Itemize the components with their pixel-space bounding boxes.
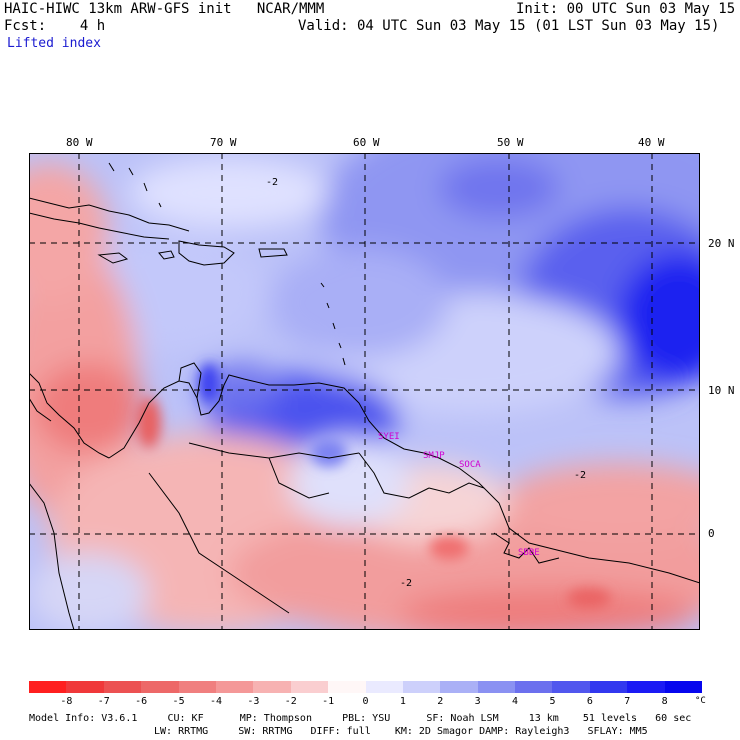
lon-label-40w: 40 W (638, 136, 665, 149)
colorbar-swatch (664, 681, 703, 693)
colorbar-unit: °C (695, 696, 706, 706)
colorbar-swatch (402, 681, 441, 693)
station-label-sbbe: SBBE (518, 548, 540, 558)
lon-label-50w: 50 W (497, 136, 524, 149)
contour-label: -2 (400, 578, 413, 589)
colorbar-swatch (103, 681, 142, 693)
colorbar-swatch (141, 681, 179, 693)
colorbar-swatch (66, 681, 104, 693)
valid-time: Valid: 04 UTC Sun 03 May 15 (01 LST Sun … (298, 18, 720, 34)
colorbar-swatch (552, 681, 590, 693)
contour-label: -2 (574, 470, 587, 481)
lat-label-0: 0 (708, 527, 715, 540)
colorbar-swatch (29, 681, 67, 693)
coastlines (29, 162, 700, 630)
colorbar-swatch (477, 681, 516, 693)
colorbar-swatch (178, 681, 216, 693)
colorbar-swatch (328, 681, 366, 693)
colorbar-tick-label: -8 (60, 696, 73, 707)
colorbar-swatch (627, 681, 665, 693)
colorbar-swatch (365, 681, 403, 693)
colorbar-swatch (215, 681, 254, 693)
lat-label-20n: 20 N (708, 237, 735, 250)
colorbar-swatch (440, 681, 478, 693)
lifted-index-map (29, 153, 700, 630)
lat-lon-grid (29, 153, 700, 630)
colorbar-tick-label: 0 (362, 696, 369, 707)
lon-label-80w: 80 W (66, 136, 93, 149)
colorbar-swatch (290, 681, 329, 693)
colorbar-tick-label: -7 (97, 696, 110, 707)
colorbar-tick-label: -4 (209, 696, 222, 707)
colorbar-tick-label: 1 (399, 696, 406, 707)
init-time: Init: 00 UTC Sun 03 May 15 (516, 1, 736, 17)
colorbar-tick-label: -3 (247, 696, 260, 707)
field-detail (137, 363, 611, 608)
model-title: HAIC-HIWC 13km ARW-GFS init NCAR/MMM (4, 1, 325, 17)
colorbar-tick-label: 7 (624, 696, 631, 707)
model-info-line2: LW: RRTMG SW: RRTMG DIFF: full KM: 2D Sm… (154, 726, 648, 737)
colorbar-tick-label: -6 (135, 696, 148, 707)
field-shading (29, 153, 700, 630)
colorbar-tick-label: -2 (284, 696, 297, 707)
lon-label-70w: 70 W (210, 136, 237, 149)
lon-label-60w: 60 W (353, 136, 380, 149)
map-frame (29, 153, 700, 630)
station-label-syei: SYEI (378, 432, 400, 442)
colorbar-tick-label: 5 (549, 696, 556, 707)
colorbar-tick-label: -5 (172, 696, 185, 707)
colorbar-tick-label: 4 (512, 696, 519, 707)
colorbar-tick-label: 3 (474, 696, 481, 707)
colorbar (29, 681, 703, 693)
colorbar-swatch (589, 681, 628, 693)
station-label-smjp: SMJP (423, 451, 445, 461)
contour-label: -2 (266, 177, 279, 188)
lat-label-10n: 10 N (708, 384, 735, 397)
colorbar-swatch (515, 681, 553, 693)
colorbar-tick-label: 6 (586, 696, 593, 707)
forecast-hour: Fcst: 4 h (4, 18, 106, 34)
model-info-line1: Model Info: V3.6.1 CU: KF MP: Thompson P… (29, 713, 692, 724)
field-name: Lifted index (7, 36, 101, 51)
colorbar-tick-label: -1 (322, 696, 335, 707)
colorbar-tick-label: 2 (437, 696, 444, 707)
station-label-soca: SOCA (459, 460, 481, 470)
colorbar-tick-label: 8 (661, 696, 668, 707)
colorbar-swatch (253, 681, 291, 693)
